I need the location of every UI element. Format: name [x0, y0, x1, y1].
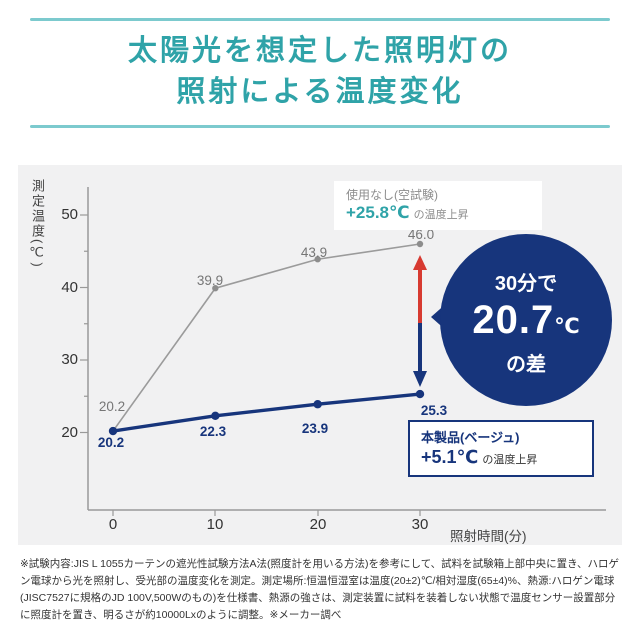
badge-unit: ℃ [554, 315, 580, 338]
badge-value: 20.7 [472, 298, 555, 342]
axes [80, 187, 606, 516]
series-1-point-0 [108, 426, 118, 436]
blank-test-suffix: の温度上昇 [413, 209, 469, 221]
blue-point-label-1: 22.3 [199, 424, 227, 439]
y-tick-label-40: 40 [61, 279, 78, 296]
x-tick-label-10: 10 [206, 516, 224, 533]
series-layer [108, 240, 425, 436]
badge-line-1: 30分で [494, 273, 558, 295]
blank-test-label: 使用なし(空試験) [346, 188, 438, 202]
series-line-1 [111, 392, 422, 433]
page-title: 太陽光を想定した照明灯の 照射による温度変化 [0, 21, 640, 125]
difference-arrows [413, 255, 427, 387]
footer: ※試験内容:JIS L 1055カーテンの遮光性試験方法A法(照度計を用いる方法… [0, 556, 640, 624]
gray-point-label-0: 20.2 [98, 399, 126, 414]
title-line-1: 太陽光を想定した照明灯の [127, 35, 512, 67]
series-0-point-3 [416, 240, 424, 248]
product-callout: 本製品(ベージュ) +5.1℃ の温度上昇 [408, 420, 594, 477]
chart-section: 測定温度(℃) 照射時間(分) 50 40 30 20 0 10 20 30 2… [18, 165, 622, 545]
page: 太陽光を想定した照明灯の 照射による温度変化 [0, 0, 640, 624]
blue-point-label-2: 23.9 [301, 421, 329, 436]
gray-point-label-1: 39.9 [196, 273, 224, 288]
chart-canvas [80, 187, 612, 516]
x-axis-label: 照射時間(分) [450, 529, 527, 544]
x-tick-label-0: 0 [108, 516, 118, 533]
series-1-point-2 [313, 400, 322, 409]
series-1-point-3 [415, 389, 425, 399]
top-rule [30, 18, 610, 21]
series-line-0 [112, 243, 421, 432]
product-suffix: の温度上昇 [482, 454, 538, 466]
y-tick-label-50: 50 [61, 206, 78, 223]
blank-test-callout: 使用なし(空試験) +25.8℃ の温度上昇 [334, 181, 542, 230]
bottom-rule [30, 125, 610, 128]
badge-line-2: 20.7℃ [441, 297, 611, 352]
series-0-point-1 [212, 285, 219, 292]
diff-arrow-down-head [413, 371, 427, 387]
blank-test-delta: +25.8℃ [346, 203, 410, 222]
y-axis-label: 測定温度(℃) [30, 179, 45, 269]
blue-point-label-0: 20.2 [97, 435, 125, 450]
product-label: 本製品(ベージュ) [421, 430, 520, 445]
badge-line-3: の差 [506, 354, 546, 376]
title-line-2: 照射による温度変化 [176, 76, 464, 108]
x-tick-label-20: 20 [309, 516, 327, 533]
badge-circle [440, 234, 612, 406]
product-delta: +5.1℃ [421, 447, 479, 467]
test-method-footnote: ※試験内容:JIS L 1055カーテンの遮光性試験方法A法(照度計を用いる方法… [20, 558, 619, 622]
series-0-point-2 [314, 256, 321, 263]
gray-point-label-2: 43.9 [300, 245, 328, 260]
diff-arrow-up-head [413, 255, 427, 270]
diff-badge-bubble [431, 234, 612, 406]
series-1-point-1 [211, 411, 220, 421]
y-tick-label-30: 30 [61, 351, 78, 368]
diff-badge-text: 30分で 20.7℃ の差 [441, 271, 611, 379]
x-tick-label-30: 30 [411, 516, 429, 533]
gray-point-label-3: 46.0 [407, 227, 435, 242]
header: 太陽光を想定した照明灯の 照射による温度変化 [0, 0, 640, 128]
y-tick-label-20: 20 [61, 424, 78, 441]
blue-point-label-3: 25.3 [420, 403, 448, 418]
